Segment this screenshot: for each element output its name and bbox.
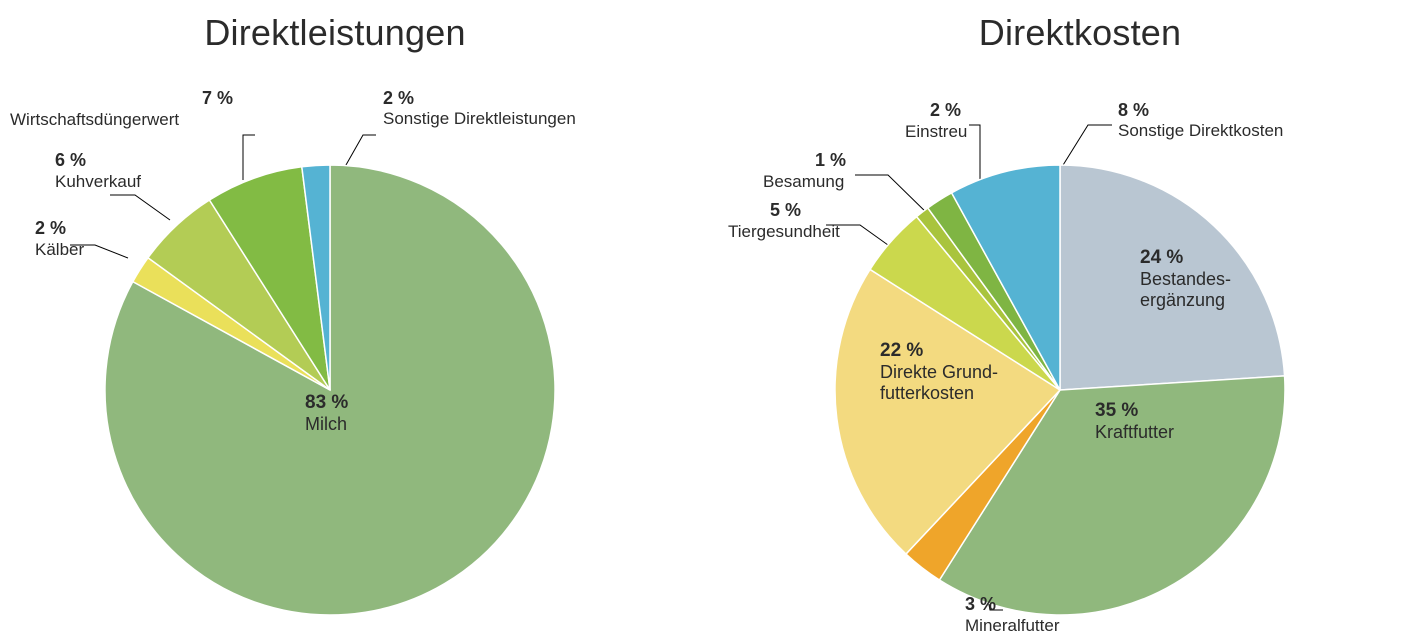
slice-name-outer: Wirtschaftsdüngerwert	[10, 110, 179, 130]
slice-label-outer: 6 %	[55, 150, 86, 171]
slice-label-outer: 2 %	[930, 100, 961, 121]
slice-name-outer: Besamung	[763, 172, 844, 192]
chart-title-right: Direktkosten	[930, 12, 1230, 54]
pie-left	[0, 60, 665, 636]
leader-line	[969, 125, 980, 180]
slice-label-outer: 3 %	[965, 594, 996, 615]
chart-title-left: Direktleistungen	[185, 12, 485, 54]
slice-label-inner: 35 %Kraftfutter	[1095, 400, 1174, 443]
slice-name-outer: Kuhverkauf	[55, 172, 141, 192]
leader-line	[243, 135, 255, 180]
slice-label-outer: 2 %	[35, 218, 66, 239]
slice-label-outer: 1 %	[815, 150, 846, 171]
slice-label-outer: 8 %Sonstige Direktkosten	[1118, 100, 1283, 140]
slice-label-inner: 83 %Milch	[305, 392, 348, 435]
leader-line	[110, 195, 170, 220]
slice-label-outer: 2 %Sonstige Direktleistungen	[383, 88, 576, 128]
slice-name-outer: Kälber	[35, 240, 84, 260]
slice-label-inner: 24 %Bestandes-ergänzung	[1140, 247, 1231, 310]
slice-name-outer: Mineralfutter	[965, 616, 1059, 636]
slice-label-outer: 5 %	[770, 200, 801, 221]
slice-label-outer: 7 %	[202, 88, 233, 109]
slice-name-outer: Einstreu	[905, 122, 967, 142]
slice-name-outer: Tiergesundheit	[728, 222, 840, 242]
slice-label-inner: 22 %Direkte Grund-futterkosten	[880, 340, 998, 403]
leader-line	[855, 175, 932, 218]
pie-right	[720, 60, 1412, 636]
